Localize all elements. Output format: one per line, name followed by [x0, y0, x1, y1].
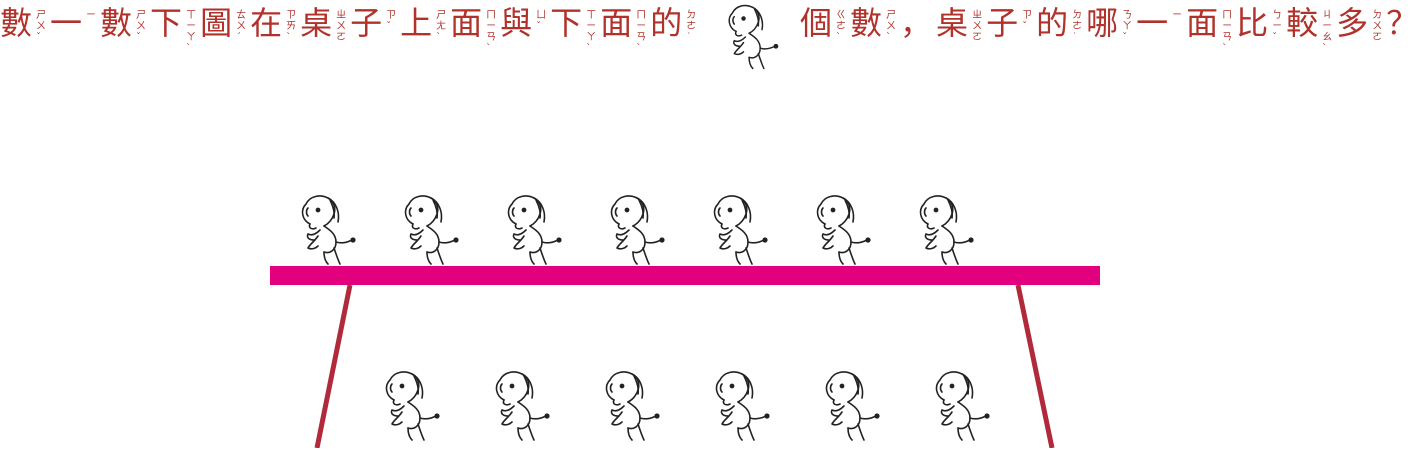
question-char: 下 — [150, 4, 183, 42]
question-char: ？ — [1386, 4, 1419, 42]
horse-icon — [924, 366, 994, 446]
question-char: 與 — [500, 4, 533, 42]
horse-icon — [374, 366, 444, 446]
question-char: 子 — [986, 4, 1019, 42]
table-scene — [0, 160, 1426, 448]
horse-icon — [716, 0, 784, 74]
question-char: 桌 — [300, 4, 333, 42]
question-char: 數 — [850, 4, 883, 42]
question-char: ， — [900, 4, 933, 42]
bopomofo: ㄓㄨㄛ — [972, 10, 983, 43]
question-char: 上 — [400, 4, 433, 42]
bopomofo: ㄧ — [1172, 10, 1183, 21]
question-char: 圖 — [200, 4, 233, 42]
question-char: 桌 — [936, 4, 969, 42]
question-char: 哪 — [1086, 4, 1119, 42]
question-char: 一 — [1136, 4, 1169, 42]
question-char: 個 — [800, 4, 833, 42]
bopomofo: ㄧ — [86, 10, 97, 21]
question-char: 比 — [1236, 4, 1269, 42]
bopomofo: ㄉㄨㄛ — [1372, 10, 1383, 43]
question-char: 較 — [1286, 4, 1319, 42]
question-char: 面 — [1186, 4, 1219, 42]
question-part2: 個ㄍㄜ ˋ 數ㄕㄨ ˋ，桌ㄓㄨㄛ子ㄗ ˇ 的ㄉㄜ ˙ 哪ㄋㄚ ˇ 一ㄧ面ㄇㄧㄢ ˋ 比ㄅㄧ ˇ 較ㄐㄧㄠ ˋ… — [800, 2, 1419, 54]
question-char: 子 — [350, 4, 383, 42]
bopomofo: ㄉㄜ ˙ — [1072, 10, 1083, 43]
question-char: 在 — [250, 4, 283, 42]
horse-icon — [594, 366, 664, 446]
table — [270, 266, 1100, 448]
horse-icon — [496, 190, 566, 270]
table-leg-right — [1015, 284, 1055, 448]
question-char: 面 — [600, 4, 633, 42]
tabletop — [270, 266, 1100, 285]
question-char: 數 — [0, 4, 33, 42]
horse-icon — [599, 190, 669, 270]
horse-icon — [484, 366, 554, 446]
table-leg-left — [314, 284, 353, 448]
horse-icon — [908, 190, 978, 270]
horse-icon — [702, 190, 772, 270]
horse-icon — [704, 366, 774, 446]
question-char: 的 — [650, 4, 683, 42]
horse-icon — [290, 190, 360, 270]
question-char: 的 — [1036, 4, 1069, 42]
horse-icon — [393, 190, 463, 270]
bopomofo: ㄉㄜ ˙ — [686, 10, 697, 43]
question-char: 一 — [50, 4, 83, 42]
horse-icon — [814, 366, 884, 446]
horse-icon — [805, 190, 875, 270]
bopomofo: ㄓㄨㄛ — [336, 10, 347, 43]
question-char: 面 — [450, 4, 483, 42]
question-char: 多 — [1336, 4, 1369, 42]
question-char: 下 — [550, 4, 583, 42]
question-char: 數 — [100, 4, 133, 42]
